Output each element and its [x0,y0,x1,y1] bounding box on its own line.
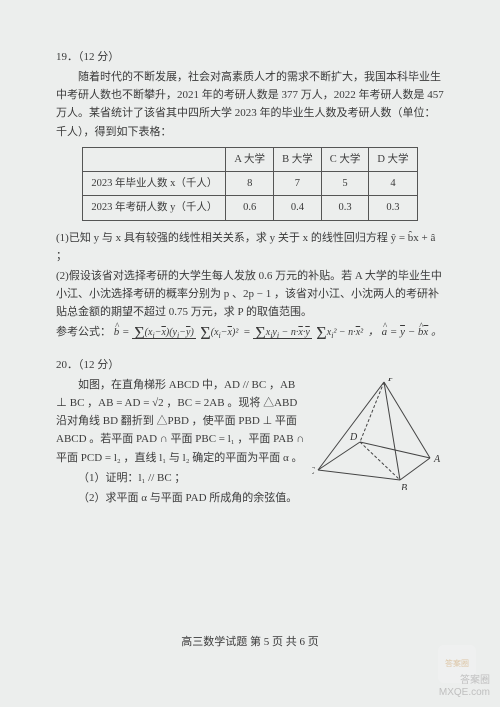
cell: 5 [321,172,369,196]
svg-text:C: C [312,466,315,477]
q19-part1: (1)已知 y 与 x 具有较强的线性相关关系，求 y 关于 x 的线性回归方程… [56,229,444,265]
wm-line2: MXQE.com [439,687,490,699]
cell: 0.3 [369,196,417,220]
svg-text:D: D [349,432,358,443]
cell: 0.4 [274,196,322,220]
q19-number: 19．（12 分） [56,48,444,66]
question-19: 19．（12 分） 随着时代的不断发展，社会对高素质人才的需求不断扩大，我国本科… [56,48,444,342]
q20-part2: （2）求平面 α 与平面 PAD 所成角的余弦值。 [56,489,444,507]
formula-label: 参考公式： [56,326,111,338]
svg-text:B: B [401,483,407,490]
cell: 2023 年考研人数 y（千人） [83,196,226,220]
cell [83,147,226,171]
svg-text:A: A [433,454,441,465]
q19-part2: (2)假设该省对选择考研的大学生每人发放 0.6 万元的补贴。若 A 大学的毕业… [56,267,444,321]
cell: 7 [274,172,322,196]
cell: B 大学 [274,147,322,171]
q20-diagram: P A B C D [312,378,444,490]
cell: C 大学 [321,147,369,171]
table-row: 2023 年毕业人数 x（千人） 8 7 5 4 [83,172,417,196]
svg-text:P: P [387,378,394,384]
watermark-text: 答案圈 MXQE.com [439,675,490,699]
q20-number: 20．（12 分） [56,356,444,374]
cell: 0.6 [226,196,274,220]
cell: 4 [369,172,417,196]
cell: D 大学 [369,147,417,171]
cell: 8 [226,172,274,196]
table-row: 2023 年考研人数 y（千人） 0.6 0.4 0.3 0.3 [83,196,417,220]
wm-line1: 答案圈 [439,675,490,687]
page-footer: 高三数学试题 第 5 页 共 6 页 [0,633,500,651]
cell: 2023 年毕业人数 x（千人） [83,172,226,196]
table-row: A 大学 B 大学 C 大学 D 大学 [83,147,417,171]
question-20: 20．（12 分） PABCD 如图，在直角梯形 ABCD 中，AD // BC… [56,356,444,509]
q19-formula: 参考公式： b = Σ(xi−x)(yi−y) Σ(xi−x)² = Σxiyi… [56,323,444,341]
cell: A 大学 [226,147,274,171]
q19-table: A 大学 B 大学 C 大学 D 大学 2023 年毕业人数 x（千人） 8 7… [82,147,417,221]
q19-intro: 随着时代的不断发展，社会对高素质人才的需求不断扩大，我国本科毕业生中考研人数也不… [56,68,444,141]
cell: 0.3 [321,196,369,220]
